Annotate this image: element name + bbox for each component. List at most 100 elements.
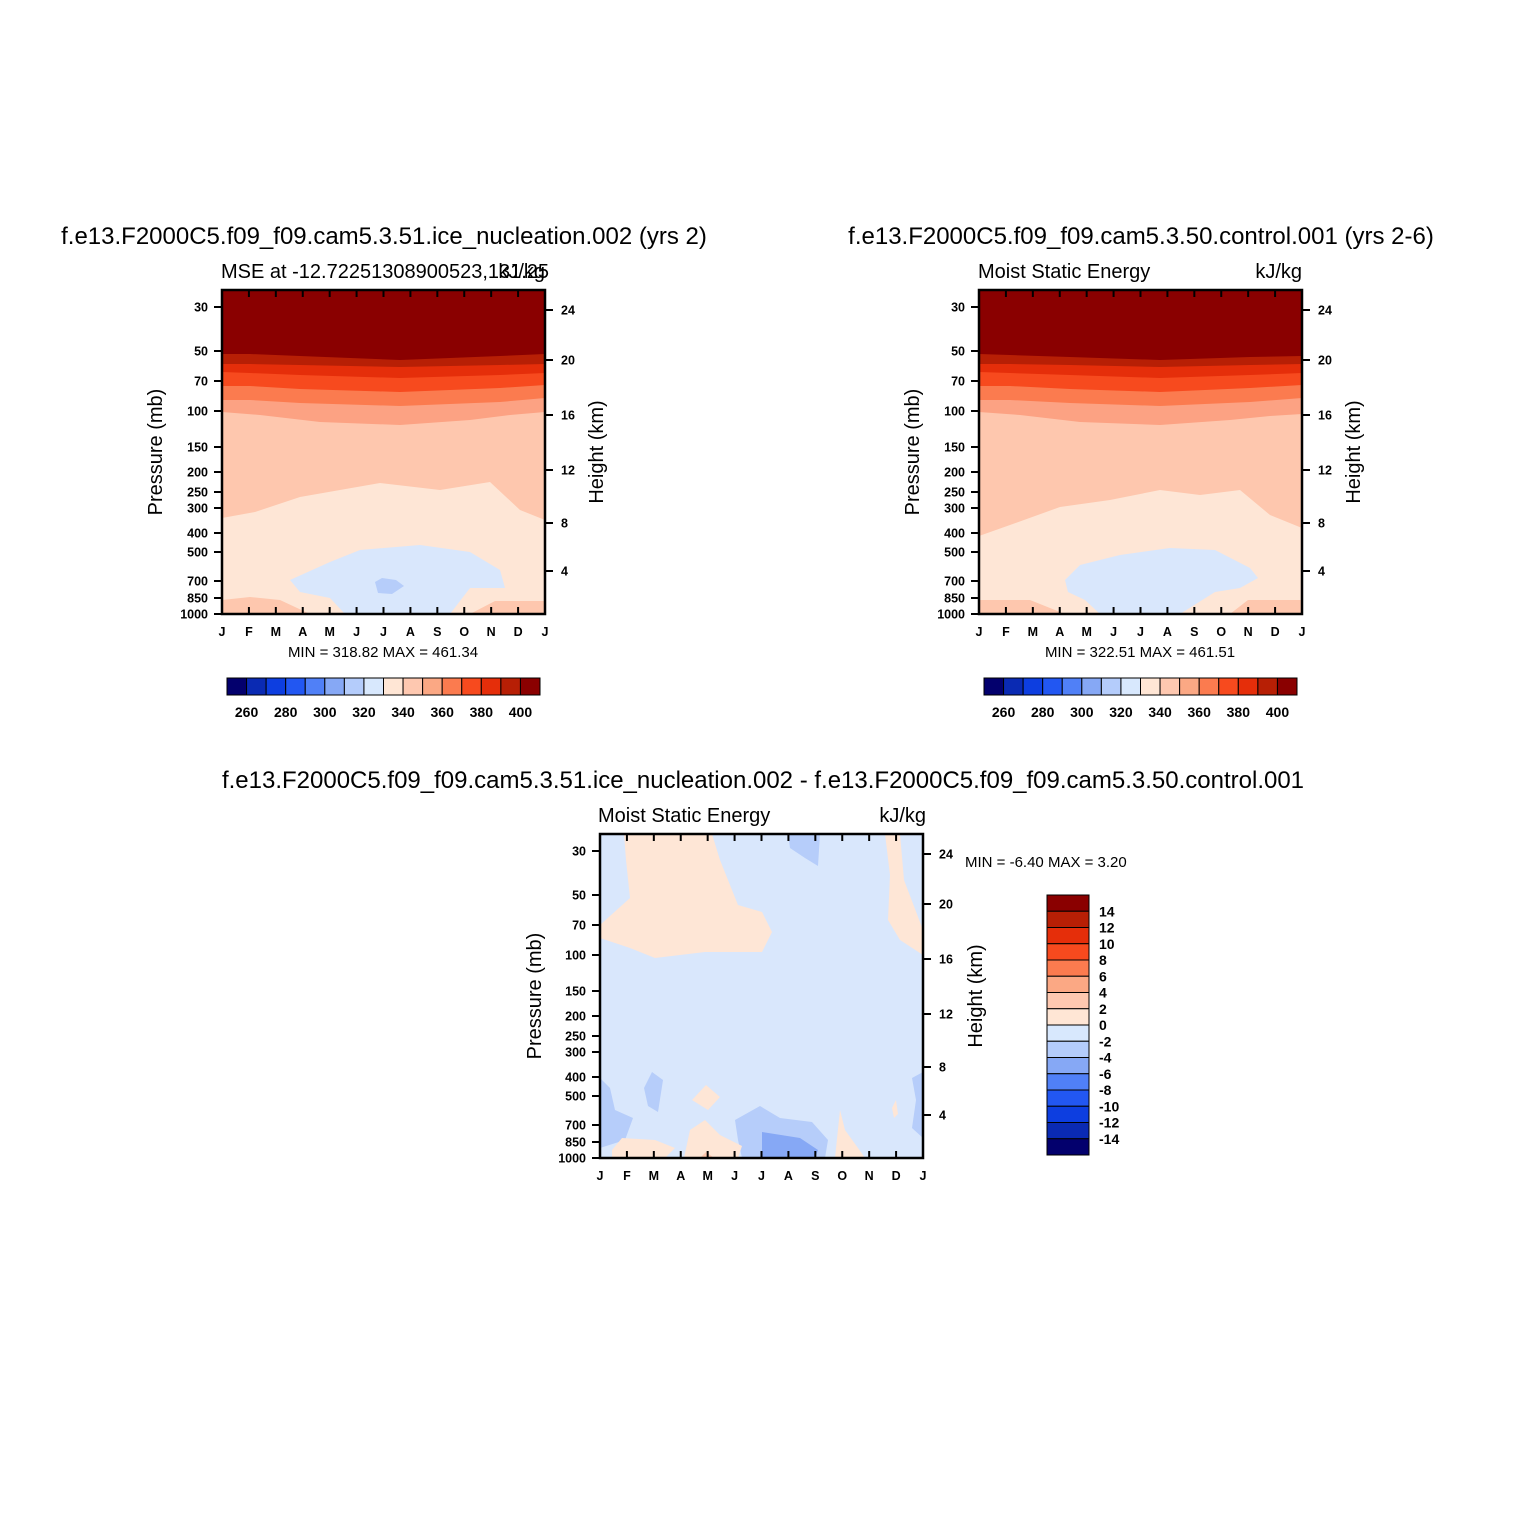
colorbar-swatch-diff	[1046, 959, 1090, 977]
y-tick-label-case: 150	[187, 441, 208, 455]
colorbar-swatch-diff	[1046, 1057, 1090, 1075]
y2-tick-label-control: 16	[1318, 409, 1332, 423]
y2-tick-label-case: 4	[561, 565, 568, 579]
axes-diff: J F M A M J J A S O N D J 30 50 70 100 150 200 250 300 400 500…	[558, 834, 953, 1183]
y-tick-label-diff: 150	[565, 985, 586, 999]
colorbar-swatch-control	[1276, 677, 1298, 696]
colorbar-swatch-diff	[1046, 975, 1090, 993]
colorbar-swatch-diff	[1046, 1040, 1090, 1058]
y2-tick-label-diff: 24	[939, 848, 953, 862]
y-tick-label-diff: 500	[565, 1090, 586, 1104]
y-tick-label-diff: 250	[565, 1030, 586, 1044]
colorbar-swatch-case	[402, 677, 424, 696]
colorbar-swatch-control	[1120, 677, 1141, 696]
colorbar-label-diff: 2	[1099, 1001, 1107, 1017]
colorbar-swatch-case	[519, 677, 541, 696]
colorbar-swatch-control	[983, 677, 1005, 696]
x-tick-label-control: O	[1216, 625, 1226, 639]
panel-subtitle-control: Moist Static Energy	[978, 261, 1150, 283]
x-tick-label-diff: N	[865, 1169, 874, 1183]
colorbar-swatch-control	[1081, 677, 1102, 696]
y-tick-label-control: 100	[944, 405, 965, 419]
colorbar-label-case: 360	[431, 704, 455, 720]
y-axis-label-case: Pressure (mb)	[145, 389, 167, 516]
x-tick-label-control: S	[1190, 625, 1198, 639]
y2-tick-label-diff: 20	[939, 898, 953, 912]
y-tick-label-case: 200	[187, 466, 208, 480]
colorbar-swatch-diff	[1046, 1105, 1090, 1123]
x-tick-label-case: N	[487, 625, 496, 639]
colorbar-swatch-case	[304, 677, 326, 696]
y-tick-label-control: 850	[944, 592, 965, 606]
y-tick-label-diff: 200	[565, 1010, 586, 1024]
colorbar-swatch-case	[343, 677, 365, 696]
x-tick-label-diff: A	[676, 1169, 685, 1183]
minmax-case: MIN = 318.82 MAX = 461.34	[288, 644, 478, 661]
y2-tick-label-diff: 4	[939, 1109, 946, 1123]
colorbar-swatch-control	[1237, 677, 1259, 696]
x-tick-label-diff: J	[731, 1169, 738, 1183]
colorbar-label-control: 280	[1031, 704, 1055, 720]
minmax-control: MIN = 322.51 MAX = 461.51	[1045, 644, 1235, 661]
colorbar-swatch-case	[461, 677, 482, 696]
colorbar-swatch-control	[1218, 677, 1239, 696]
colorbar-swatch-control	[1159, 677, 1181, 696]
contour-field-control	[977, 288, 1304, 616]
x-tick-label-control: J	[1299, 625, 1306, 639]
panel-subtitle-case: MSE at -12.72251308900523,131.25	[221, 261, 549, 283]
x-tick-label-case: J	[219, 625, 226, 639]
y-tick-label-diff: 1000	[558, 1152, 586, 1166]
colorbar-label-case: 260	[235, 704, 259, 720]
colorbar-label-diff: 10	[1099, 936, 1115, 952]
colorbar-label-diff: -4	[1099, 1050, 1112, 1066]
x-tick-label-case: A	[298, 625, 307, 639]
y2-tick-label-control: 4	[1318, 565, 1325, 579]
colorbar-swatch-case	[324, 677, 345, 696]
colorbar-swatch-control	[1061, 677, 1083, 696]
colorbar-label-control: 340	[1148, 704, 1172, 720]
colorbar-label-control: 320	[1109, 704, 1133, 720]
x-tick-label-case: S	[433, 625, 441, 639]
x-tick-label-diff: F	[623, 1169, 631, 1183]
colorbar-label-diff: -2	[1099, 1033, 1112, 1049]
y2-tick-label-case: 24	[561, 304, 575, 318]
colorbar-label-diff: 8	[1099, 952, 1107, 968]
colorbar-label-control: 400	[1266, 704, 1290, 720]
colorbar-label-diff: -8	[1099, 1082, 1112, 1098]
x-tick-label-case: M	[271, 625, 281, 639]
colorbar-label-case: 380	[470, 704, 494, 720]
y-axis-label-diff: Pressure (mb)	[524, 933, 546, 1060]
x-tick-label-diff: J	[597, 1169, 604, 1183]
x-tick-label-case: M	[324, 625, 334, 639]
colorbar-swatch-diff	[1046, 894, 1090, 912]
colorbar-label-case: 320	[352, 704, 376, 720]
colorbar-label-case: 300	[313, 704, 337, 720]
y-tick-label-case: 300	[187, 502, 208, 516]
colorbar-swatch-case	[246, 677, 267, 696]
colorbar-swatch-control	[1257, 677, 1278, 696]
y2-tick-label-case: 20	[561, 354, 575, 368]
y2-tick-label-case: 12	[561, 464, 575, 478]
colorbar-swatch-case	[363, 677, 384, 696]
x-tick-label-control: D	[1271, 625, 1280, 639]
colorbar-label-diff: 14	[1099, 903, 1115, 919]
minmax-diff: MIN = -6.40 MAX = 3.20	[965, 854, 1127, 871]
y-tick-label-control: 700	[944, 575, 965, 589]
colorbar-label-case: 400	[509, 704, 533, 720]
x-tick-label-case: O	[459, 625, 469, 639]
colorbar-swatch-case	[500, 677, 521, 696]
colorbar-swatch-case	[383, 677, 404, 696]
x-tick-label-control: J	[1137, 625, 1144, 639]
x-tick-label-case: F	[245, 625, 253, 639]
y-tick-label-case: 250	[187, 486, 208, 500]
colorbar-swatch-control	[1198, 677, 1220, 696]
panel-units-diff: kJ/kg	[879, 805, 926, 827]
x-tick-label-control: A	[1163, 625, 1172, 639]
colorbar-label-diff: 4	[1099, 985, 1107, 1001]
colorbar-swatch-case	[265, 677, 287, 696]
y-tick-label-diff: 50	[572, 889, 586, 903]
y2-tick-label-diff: 12	[939, 1008, 953, 1022]
x-tick-label-control: A	[1055, 625, 1064, 639]
x-tick-label-diff: S	[811, 1169, 819, 1183]
colorbar-swatch-diff	[1046, 1024, 1090, 1042]
